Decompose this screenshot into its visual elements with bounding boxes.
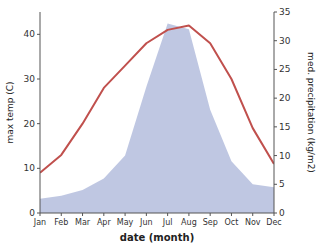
x-tick-label: Jan <box>33 218 46 227</box>
y2-tick <box>274 69 277 70</box>
x-tick-label: Apr <box>97 218 112 227</box>
x-tick-label: Sep <box>203 218 218 227</box>
y-tick <box>37 123 40 124</box>
y-axis-line <box>40 12 41 213</box>
x-tick-label: May <box>117 218 134 227</box>
chart: 0 10 20 30 40 0 5 10 15 20 25 30 35 Jan Feb Mar Apr May Ju… <box>0 0 318 247</box>
x-tick <box>146 213 147 216</box>
marks <box>40 23 274 213</box>
x-tick-label: Jul <box>162 218 173 227</box>
x-tick-label: Oct <box>225 218 239 227</box>
y2-tick <box>274 40 277 41</box>
chart-container: 0 10 20 30 40 0 5 10 15 20 25 30 35 Jan Feb Mar Apr May Ju… <box>0 0 318 247</box>
x-tick-label: Nov <box>245 218 261 227</box>
axes: 0 10 20 30 40 0 5 10 15 20 25 30 35 Jan Feb Mar Apr May Ju… <box>24 7 291 227</box>
x-tick-label: Jun <box>139 218 153 227</box>
y2-tick <box>274 98 277 99</box>
y-tick-label: 20 <box>24 119 36 129</box>
x-tick <box>274 213 275 216</box>
y-tick-label: 0 <box>29 208 35 218</box>
x-tick <box>210 213 211 216</box>
y-tick <box>37 34 40 35</box>
y-axis-label: max temp (C) <box>5 81 15 143</box>
y2-tick <box>274 184 277 185</box>
temperature-line <box>40 25 274 172</box>
y-tick-label: 40 <box>24 29 36 39</box>
precipitation-area <box>40 23 274 213</box>
y2-tick <box>274 12 277 13</box>
y2-tick-label: 10 <box>279 151 291 161</box>
x-tick <box>167 213 168 216</box>
x-tick <box>188 213 189 216</box>
y2-tick-label: 20 <box>279 93 291 103</box>
x-tick <box>40 213 41 216</box>
x-axis-line <box>40 213 274 214</box>
y2-tick-label: 25 <box>279 64 290 74</box>
x-tick-label: Dec <box>266 218 281 227</box>
x-tick <box>125 213 126 216</box>
y-tick <box>37 168 40 169</box>
y2-tick-label: 30 <box>279 36 291 46</box>
y2-tick-label: 15 <box>279 122 290 132</box>
x-axis-label: date (month) <box>120 232 194 243</box>
y2-axis-label: med. precipitation (kg/m2) <box>306 52 316 173</box>
y-tick-label: 30 <box>24 74 36 84</box>
y2-tick <box>274 155 277 156</box>
x-tick-label: Mar <box>75 218 91 227</box>
x-tick <box>82 213 83 216</box>
x-tick-label: Feb <box>54 218 68 227</box>
y2-tick-label: 5 <box>279 179 285 189</box>
x-tick <box>61 213 62 216</box>
x-tick <box>252 213 253 216</box>
y-tick <box>37 79 40 80</box>
x-tick <box>231 213 232 216</box>
y-tick-label: 10 <box>24 163 36 173</box>
x-tick <box>103 213 104 216</box>
y2-tick-label: 0 <box>279 208 285 218</box>
x-tick-label: Aug <box>181 218 197 227</box>
y2-tick <box>274 126 277 127</box>
y2-tick-label: 35 <box>279 7 290 17</box>
y2-axis-line <box>274 12 275 213</box>
